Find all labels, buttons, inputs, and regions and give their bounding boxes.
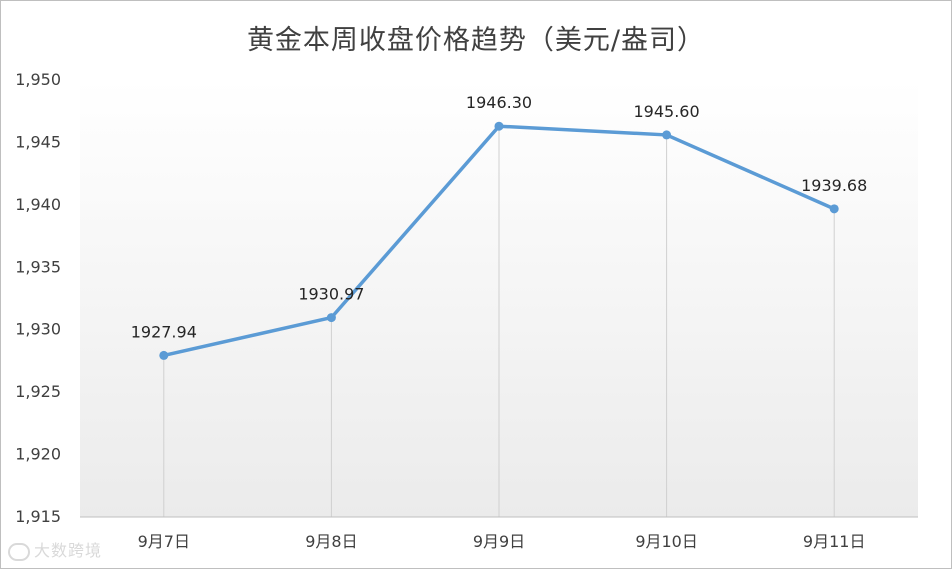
x-tick-label: 9月8日 — [305, 532, 357, 551]
y-tick-label: 1,945 — [15, 132, 61, 151]
x-tick-label: 9月10日 — [635, 532, 698, 551]
data-point — [829, 204, 839, 214]
data-point — [662, 130, 672, 140]
y-tick-label: 1,950 — [15, 70, 61, 89]
chart-title: 黄金本周收盘价格趋势（美元/盎司） — [246, 25, 706, 56]
data-label: 1946.30 — [466, 93, 532, 112]
y-tick-label: 1,940 — [15, 195, 61, 214]
watermark: 大数跨境 — [8, 537, 102, 561]
data-point — [326, 313, 336, 323]
y-tick-label: 1,935 — [15, 257, 61, 276]
data-point — [494, 121, 504, 131]
data-label: 1930.97 — [298, 285, 364, 304]
data-label: 1927.94 — [131, 322, 197, 341]
y-tick-label: 1,920 — [15, 445, 61, 464]
x-tick-label: 9月7日 — [138, 532, 190, 551]
y-tick-label: 1,930 — [15, 320, 61, 339]
y-tick-label: 1,915 — [15, 507, 61, 526]
data-point — [159, 350, 169, 360]
x-tick-label: 9月9日 — [473, 532, 525, 551]
data-label: 1945.60 — [634, 102, 700, 121]
x-tick-label: 9月11日 — [803, 532, 866, 551]
watermark-logo-icon — [8, 542, 30, 561]
y-tick-label: 1,925 — [15, 382, 61, 401]
data-label: 1939.68 — [801, 176, 867, 195]
